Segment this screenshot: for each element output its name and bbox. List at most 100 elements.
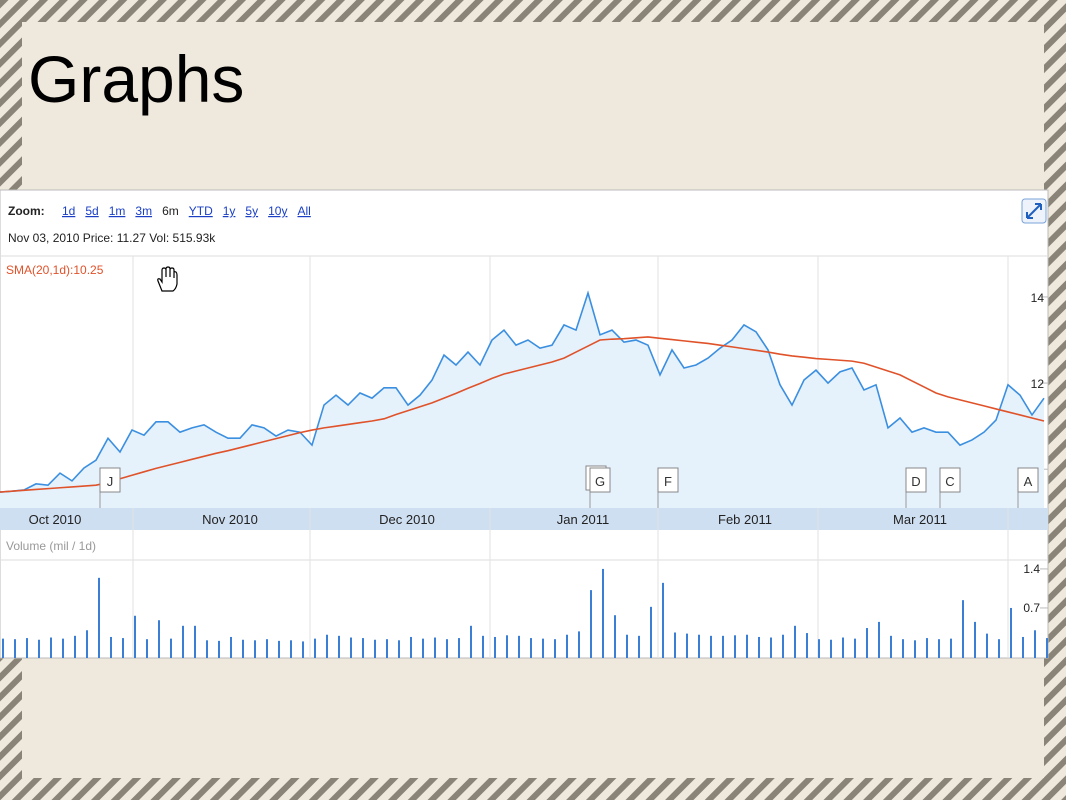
volume-bar — [350, 637, 352, 658]
flag-box — [939, 467, 961, 493]
volume-bar — [590, 590, 592, 658]
volume-bar — [854, 638, 856, 658]
volume-bar — [278, 640, 280, 658]
volume-bar — [962, 600, 964, 658]
volume-bar — [386, 639, 388, 658]
flag-label: D — [911, 474, 920, 489]
price-area — [0, 293, 1044, 508]
volume-bar — [314, 638, 316, 658]
volume-bar — [62, 638, 64, 658]
volume-bar — [458, 638, 460, 658]
volume-bar — [902, 639, 904, 658]
zoom-label: Zoom: — [8, 204, 45, 218]
y-tick-label: 14 — [1031, 291, 1045, 305]
volume-bar — [638, 635, 640, 658]
y-tick-label: 12 — [1031, 377, 1045, 391]
volume-bar — [1046, 638, 1048, 658]
zoom-link[interactable]: 10y — [268, 204, 287, 218]
flag-box — [905, 467, 927, 493]
volume-bar — [830, 639, 832, 658]
zoom-link[interactable]: YTD — [189, 204, 213, 218]
flag-box — [99, 467, 121, 493]
expand-icon[interactable] — [1021, 198, 1047, 224]
volume-bar — [134, 615, 136, 658]
volume-bar — [542, 638, 544, 658]
volume-bar — [710, 635, 712, 658]
volume-bar — [470, 625, 472, 658]
volume-bar — [254, 640, 256, 658]
volume-bar — [554, 639, 556, 658]
zoom-link[interactable]: 5y — [245, 204, 258, 218]
volume-bar — [302, 641, 304, 658]
volume-bar — [218, 640, 220, 658]
volume-bar — [206, 640, 208, 658]
volume-bar — [974, 621, 976, 658]
zoom-link[interactable]: 5d — [85, 204, 98, 218]
zoom-link[interactable]: All — [297, 204, 310, 218]
volume-bar — [986, 633, 988, 658]
volume-bar — [2, 638, 4, 658]
volume-bar — [338, 635, 340, 658]
volume-bar — [170, 638, 172, 658]
volume-bar — [494, 636, 496, 658]
volume-bar — [614, 615, 616, 658]
flag-label: A — [1024, 474, 1033, 489]
volume-bar — [506, 635, 508, 658]
x-tick-label: Jan 2011 — [557, 512, 610, 527]
hand-cursor — [157, 266, 178, 292]
volume-bar — [422, 638, 424, 658]
x-tick-label: Feb 2011 — [718, 512, 772, 527]
volume-bar — [266, 639, 268, 658]
volume-bar — [230, 636, 232, 658]
x-tick-label: Dec 2010 — [379, 512, 435, 527]
y-tick-label: 0.7 — [1023, 601, 1040, 615]
volume-bar — [674, 632, 676, 658]
volume-bar — [110, 636, 112, 658]
volume-bar — [770, 637, 772, 658]
volume-bar — [1022, 636, 1024, 658]
price-line — [0, 290, 1045, 493]
volume-bar — [566, 634, 568, 658]
zoom-link[interactable]: 1d — [62, 204, 75, 218]
zoom-link[interactable]: 3m — [135, 204, 152, 218]
volume-bar — [626, 634, 628, 658]
volume-bar — [86, 630, 88, 658]
volume-bar — [446, 639, 448, 658]
flag-label: J — [107, 474, 114, 489]
volume-bar — [746, 634, 748, 658]
sma-line — [0, 336, 1045, 493]
volume-bar — [362, 638, 364, 658]
volume-bar — [146, 639, 148, 658]
volume-bar — [434, 637, 436, 658]
volume-bar — [890, 635, 892, 658]
flag-label: F — [664, 474, 672, 489]
volume-bar — [374, 639, 376, 658]
volume-bar — [290, 640, 292, 658]
y-tick-label: 1.4 — [1023, 562, 1040, 576]
volume-bar — [698, 634, 700, 658]
volume-bar — [878, 621, 880, 658]
volume-bar — [158, 620, 160, 658]
volume-bar — [74, 635, 76, 658]
volume-bar — [686, 633, 688, 658]
volume-bar — [578, 631, 580, 658]
volume-bar — [194, 625, 196, 658]
zoom-option-selected: 6m — [162, 204, 179, 218]
volume-bar — [806, 633, 808, 658]
volume-bar — [50, 637, 52, 658]
info-text: Nov 03, 2010 Price: 11.27 Vol: 515.93k — [8, 231, 216, 245]
flag-label: G — [595, 474, 605, 489]
legend-label: SMA(20,1d):10.25 — [6, 263, 104, 277]
volume-bar — [914, 640, 916, 658]
x-tick-label: Oct 2010 — [29, 512, 82, 527]
volume-bar — [26, 638, 28, 658]
zoom-link[interactable]: 1m — [109, 204, 126, 218]
volume-bar — [410, 636, 412, 658]
flag-box — [589, 467, 611, 493]
volume-bar — [650, 606, 652, 658]
zoom-link[interactable]: 1y — [223, 204, 236, 218]
volume-bar — [938, 639, 940, 658]
volume-bar — [818, 639, 820, 658]
volume-bar — [1034, 630, 1036, 658]
